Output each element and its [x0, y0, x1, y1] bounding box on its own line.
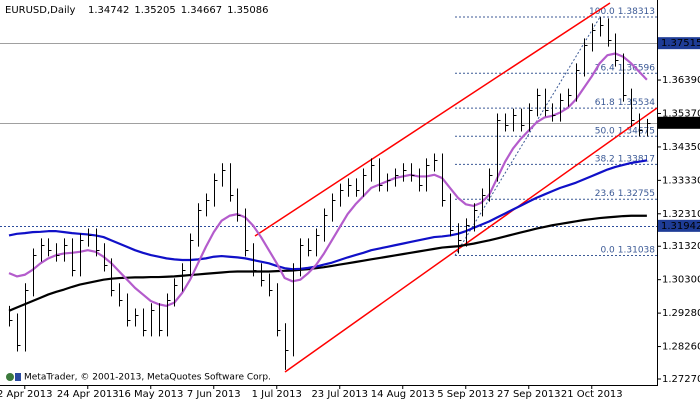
x-tick-label: 7 Jun 2013 [187, 389, 241, 400]
close: 1.35086 [227, 5, 268, 16]
y-tick-label: 1.34350 [662, 142, 700, 153]
channel-upper [254, 2, 611, 237]
channel-lower [284, 107, 658, 373]
fib-price: 1.31038 [618, 245, 655, 255]
price-box-label: 1.35086 [661, 118, 700, 129]
price-box-label: 1.31942 [661, 221, 700, 232]
x-tick-label: 1 Jul 2013 [252, 389, 302, 400]
moving-average [8, 214, 647, 312]
icon-box [15, 373, 21, 381]
open: 1.34742 [88, 5, 129, 16]
price-box [658, 116, 700, 129]
fib-label: 76.4 1.36596 [595, 63, 656, 73]
x-tick-label: 21 Oct 2013 [561, 389, 623, 400]
copyright-icon [6, 373, 21, 381]
y-tick-label: 1.32310 [662, 209, 700, 220]
fib-price: 1.32755 [618, 189, 655, 199]
fib-label: 100.0 1.38313 [589, 7, 655, 17]
fib-level-pct: 0.0 [600, 245, 615, 255]
price-box [658, 219, 700, 232]
fib-level-pct: 23.6 [595, 189, 615, 199]
fib-label: 50.0 1.34675 [595, 126, 655, 136]
price-box [658, 37, 700, 50]
fib-label: 23.6 1.32755 [595, 189, 655, 199]
y-tick-label: 1.31320 [662, 241, 700, 252]
low: 1.34667 [181, 5, 222, 16]
y-tick-label: 1.30300 [662, 275, 700, 286]
icon-dot [6, 373, 14, 381]
fib-price: 1.38313 [618, 7, 655, 17]
fib-level-pct: 76.4 [595, 63, 615, 73]
fib-level-pct: 38.2 [595, 154, 615, 164]
moving-average [8, 159, 648, 271]
moving-average [8, 52, 648, 307]
fib-label: 0.0 1.31038 [600, 245, 655, 255]
x-tick-label: 24 Apr 2013 [57, 389, 119, 400]
fib-level-pct: 100.0 [589, 7, 615, 17]
y-tick-label: 1.29280 [662, 308, 700, 319]
y-tick-label: 1.36390 [662, 75, 700, 86]
fib-level-pct: 50.0 [595, 126, 615, 136]
x-tick-label: 27 Sep 2013 [497, 389, 560, 400]
high: 1.35205 [134, 5, 175, 16]
fib-label: 61.8 1.35534 [595, 98, 656, 108]
fib-level-pct: 61.8 [595, 98, 615, 108]
x-tick-label: 23 Jul 2013 [311, 389, 368, 400]
fib-label: 38.2 1.33817 [595, 154, 655, 164]
x-tick-label: 16 May 2013 [118, 389, 183, 400]
fib-price: 1.33817 [618, 154, 655, 164]
ohlc-header: 1.34742 1.35205 1.34667 1.35086 [88, 5, 268, 16]
copyright: MetaTrader, © 2001-2013, MetaQuotes Soft… [24, 373, 271, 383]
x-tick-label: 5 Sep 2013 [437, 389, 494, 400]
fib-price: 1.34675 [618, 126, 655, 136]
y-tick-label: 1.33330 [662, 175, 700, 186]
y-tick-label: 1.27270 [662, 374, 700, 385]
fib-trend [454, 16, 601, 256]
fib-price: 1.35534 [618, 98, 655, 108]
x-tick-label: 14 Aug 2013 [371, 389, 435, 400]
symbol: EURUSD,Daily [5, 5, 76, 16]
price-box-label: 1.37515 [661, 38, 700, 49]
x-tick-label: 2 Apr 2013 [0, 389, 52, 400]
y-tick-label: 1.28260 [662, 342, 700, 353]
y-tick-label: 1.35370 [662, 108, 700, 119]
